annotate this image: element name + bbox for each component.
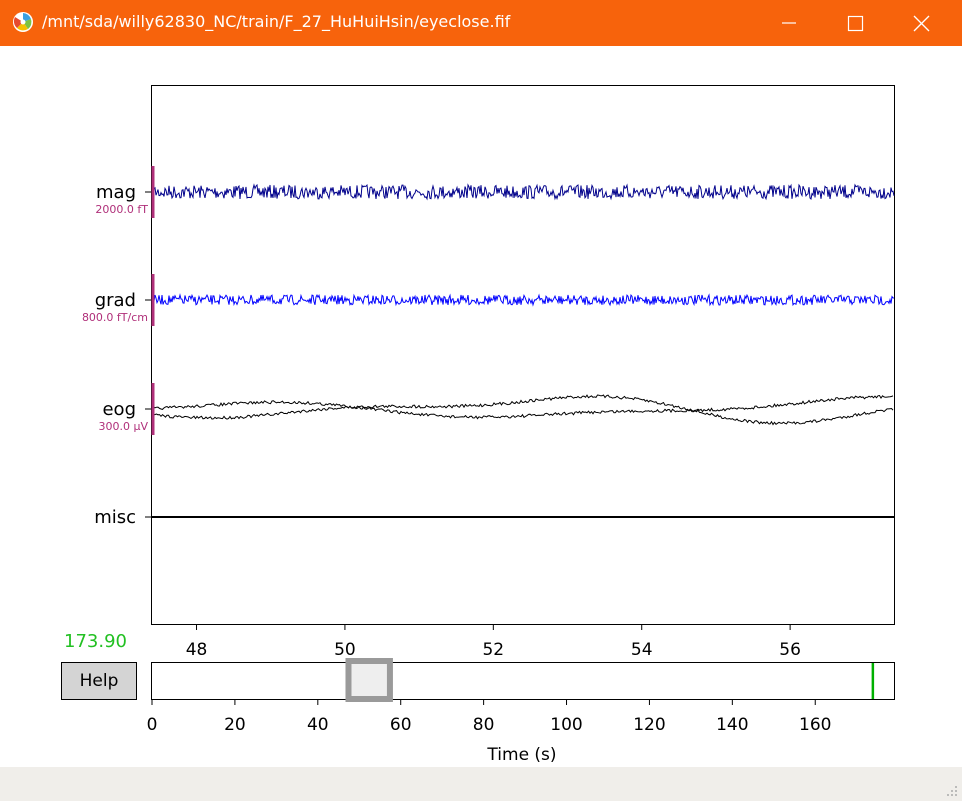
eog-trace-2 [151,394,894,420]
minimize-icon [782,22,796,24]
mag-trace [151,183,895,201]
overview-tick-label: 80 [473,715,495,735]
window-title: /mnt/sda/willy62830_NC/train/F_27_HuHuiH… [42,12,511,31]
overview-xlabel: Time (s) [486,745,556,765]
overview-window-box[interactable] [345,658,393,702]
overview-tick-label: 20 [224,715,246,735]
close-icon [913,15,930,32]
overview-tick-label: 0 [147,715,158,735]
time-tick-label: 56 [779,640,801,660]
close-button[interactable] [898,0,944,46]
help-button[interactable]: Help [61,662,137,700]
maximize-button[interactable] [832,0,878,46]
scale-label-eog: 300.0 µV [98,420,148,433]
resize-grip-icon[interactable] [944,783,958,797]
scale-label-mag: 2000.0 fT [95,203,148,216]
overview-tick-label: 60 [390,715,412,735]
scale-label-grad: 800.0 fT/cm [82,311,148,324]
channel-label-misc[interactable]: misc [94,507,136,528]
channel-label-eog[interactable]: eog [102,399,136,420]
overview-axes[interactable] [151,662,895,700]
time-tick-label: 54 [631,640,653,660]
overview-tick-label: 160 [799,715,831,735]
maximize-icon [847,15,864,32]
channel-label-mag[interactable]: mag [96,182,136,203]
eog-trace-1 [151,394,894,426]
overview-tick-label: 120 [633,715,665,735]
overview-tick-label: 100 [550,715,582,735]
channel-label-grad[interactable]: grad [95,290,136,311]
main-axes[interactable] [151,85,895,625]
minimize-button[interactable] [766,0,812,46]
title-bar: /mnt/sda/willy62830_NC/train/F_27_HuHuiH… [0,0,962,46]
current-time-readout: 173.90 [64,631,127,652]
time-tick-label: 52 [482,640,504,660]
grad-trace [151,293,895,307]
overview-tick-label: 40 [307,715,329,735]
time-tick-label: 50 [334,640,356,660]
overview-tick-label: 140 [716,715,748,735]
app-icon [13,12,33,32]
time-tick-label: 48 [186,640,208,660]
status-bar [0,767,962,801]
